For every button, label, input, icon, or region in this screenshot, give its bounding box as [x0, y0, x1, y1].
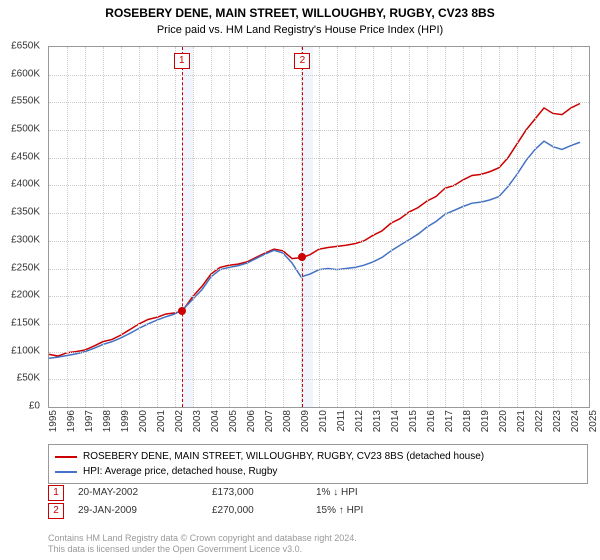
y-tick-label: £400K: [11, 179, 40, 190]
x-tick-label: 2015: [408, 410, 419, 432]
chart-title: ROSEBERY DENE, MAIN STREET, WILLOUGHBY, …: [0, 0, 600, 22]
y-tick-label: £100K: [11, 345, 40, 356]
x-tick-label: 2018: [462, 410, 473, 432]
legend-label-property: ROSEBERY DENE, MAIN STREET, WILLOUGHBY, …: [83, 449, 484, 464]
x-tick-label: 2012: [354, 410, 365, 432]
y-tick-label: £650K: [11, 41, 40, 52]
legend-swatch-hpi: [55, 471, 77, 473]
x-tick-label: 2000: [138, 410, 149, 432]
event-date-2: 29-JAN-2009: [78, 502, 198, 520]
x-tick-label: 2002: [174, 410, 185, 432]
legend-label-hpi: HPI: Average price, detached house, Rugb…: [83, 464, 277, 479]
x-tick-label: 2025: [588, 410, 599, 432]
y-tick-label: £450K: [11, 151, 40, 162]
event-delta-1: 1% ↓ HPI: [316, 484, 406, 502]
x-tick-label: 1996: [66, 410, 77, 432]
plot-area: 12: [48, 46, 590, 408]
x-tick-label: 2004: [210, 410, 221, 432]
event-dot: [298, 253, 306, 261]
y-tick-label: £550K: [11, 96, 40, 107]
y-tick-label: £250K: [11, 262, 40, 273]
y-tick-label: £300K: [11, 234, 40, 245]
x-tick-label: 2014: [390, 410, 401, 432]
x-tick-label: 2011: [336, 410, 347, 432]
x-tick-label: 2017: [444, 410, 455, 432]
event-dot: [178, 307, 186, 315]
event-row-2: 2 29-JAN-2009 £270,000 15% ↑ HPI: [48, 502, 588, 520]
x-tick-label: 1999: [120, 410, 131, 432]
y-tick-label: £200K: [11, 290, 40, 301]
x-axis-labels: 1995 1996 1997 1998 1999 2000 2001 2002 2003 2004…: [48, 408, 588, 448]
x-tick-label: 2007: [264, 410, 275, 432]
x-tick-label: 1995: [48, 410, 59, 432]
y-tick-label: £350K: [11, 207, 40, 218]
event-row-1: 1 20-MAY-2002 £173,000 1% ↓ HPI: [48, 484, 588, 502]
event-flag: 2: [294, 53, 310, 69]
y-tick-label: £500K: [11, 124, 40, 135]
event-marker-1: 1: [48, 485, 64, 501]
event-date-1: 20-MAY-2002: [78, 484, 198, 502]
x-tick-label: 2013: [372, 410, 383, 432]
x-tick-label: 1997: [84, 410, 95, 432]
x-tick-label: 2008: [282, 410, 293, 432]
events-table: 1 20-MAY-2002 £173,000 1% ↓ HPI 2 29-JAN…: [48, 484, 588, 520]
x-tick-label: 2024: [570, 410, 581, 432]
x-tick-label: 1998: [102, 410, 113, 432]
x-tick-label: 2003: [192, 410, 203, 432]
event-delta-2: 15% ↑ HPI: [316, 502, 406, 520]
legend: ROSEBERY DENE, MAIN STREET, WILLOUGHBY, …: [48, 444, 588, 484]
footer: Contains HM Land Registry data © Crown c…: [48, 533, 588, 556]
x-tick-label: 2021: [516, 410, 527, 432]
x-tick-label: 2020: [498, 410, 509, 432]
x-tick-label: 2023: [552, 410, 563, 432]
x-tick-label: 2005: [228, 410, 239, 432]
y-tick-label: £50K: [17, 373, 40, 384]
y-tick-label: £0: [29, 401, 40, 412]
x-tick-label: 2009: [300, 410, 311, 432]
legend-item-property: ROSEBERY DENE, MAIN STREET, WILLOUGHBY, …: [55, 449, 581, 464]
x-tick-label: 2016: [426, 410, 437, 432]
x-tick-label: 2019: [480, 410, 491, 432]
chart-subtitle: Price paid vs. HM Land Registry's House …: [0, 22, 600, 36]
x-tick-label: 2022: [534, 410, 545, 432]
y-axis-labels: £0£50K£100K£150K£200K£250K£300K£350K£400…: [0, 46, 44, 406]
chart-container: ROSEBERY DENE, MAIN STREET, WILLOUGHBY, …: [0, 0, 600, 560]
footer-line-2: This data is licensed under the Open Gov…: [48, 544, 588, 556]
event-price-2: £270,000: [212, 502, 302, 520]
x-tick-label: 2001: [156, 410, 167, 432]
event-price-1: £173,000: [212, 484, 302, 502]
event-marker-2: 2: [48, 503, 64, 519]
x-tick-label: 2006: [246, 410, 257, 432]
footer-line-1: Contains HM Land Registry data © Crown c…: [48, 533, 588, 545]
legend-item-hpi: HPI: Average price, detached house, Rugb…: [55, 464, 581, 479]
event-flag: 1: [174, 53, 190, 69]
y-tick-label: £600K: [11, 68, 40, 79]
x-tick-label: 2010: [318, 410, 329, 432]
y-tick-label: £150K: [11, 317, 40, 328]
legend-swatch-property: [55, 456, 77, 458]
